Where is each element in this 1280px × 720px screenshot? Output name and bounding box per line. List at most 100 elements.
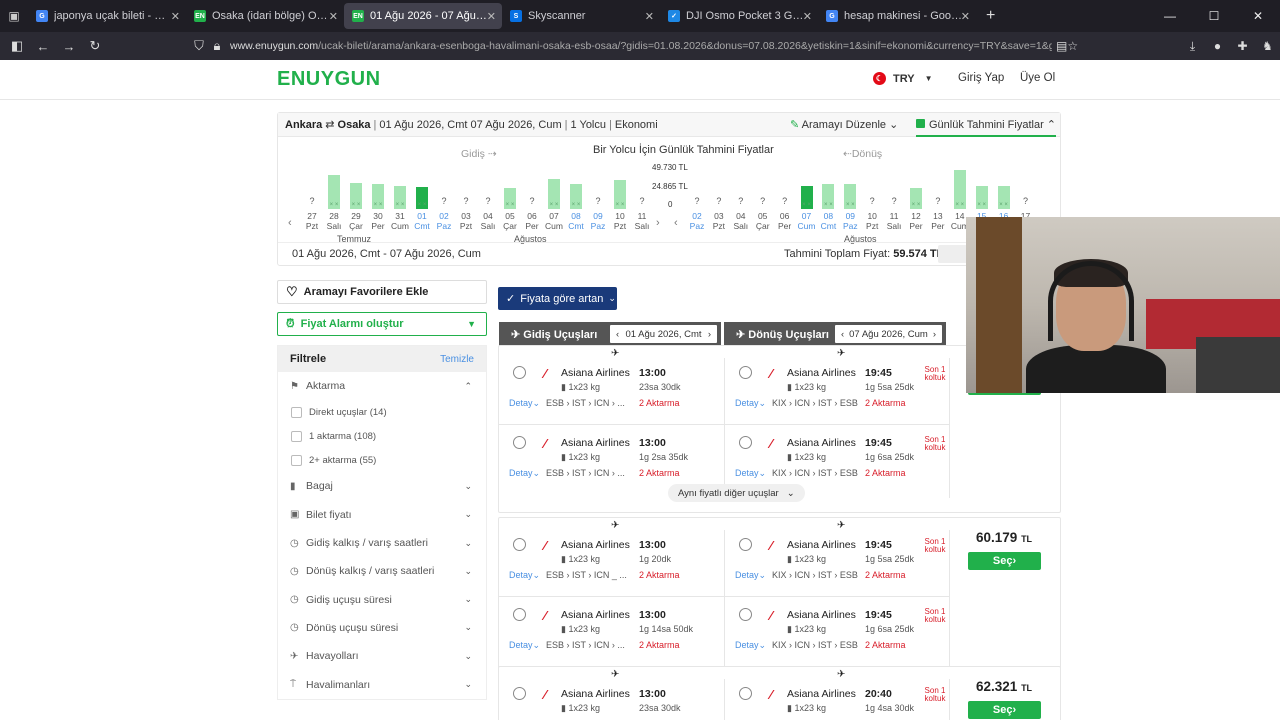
add-favorite-button[interactable]: ♡ Aramayı Favorilere Ekle: [277, 280, 487, 304]
download-icon[interactable]: ⤓: [1189, 38, 1196, 53]
chart-day-label[interactable]: 04 Salı: [478, 211, 498, 231]
close-tab-icon[interactable]: ✕: [802, 10, 812, 23]
return-flight-option[interactable]: ⁄ Asiana Airlines 19:45 ▮ 1x23 kg 1g 6sa 25d…: [725, 596, 950, 666]
details-link[interactable]: Detay⌄: [735, 570, 766, 581]
flight-radio[interactable]: [513, 687, 526, 700]
sort-dropdown[interactable]: ✓ Fiyata göre artan ⌄: [498, 287, 617, 310]
stop-option[interactable]: 1 aktarma (108): [278, 424, 486, 449]
chart-day-label[interactable]: 11 Salı: [884, 211, 904, 231]
filter-item[interactable]: ✈ Havayolları ⌄: [278, 642, 486, 671]
price-bar[interactable]: × ×: [614, 179, 626, 209]
chart-day-label[interactable]: 03 Pzt: [456, 211, 476, 231]
currency-selector[interactable]: ☾ TRY ▼: [873, 72, 933, 85]
signup-link[interactable]: Üye Ol: [1020, 72, 1056, 84]
date-prev-icon[interactable]: ‹: [616, 328, 620, 340]
price-bar[interactable]: × ×: [416, 187, 428, 209]
chart-day-label[interactable]: 06 Per: [775, 211, 795, 231]
select-button[interactable]: Seç ›: [968, 701, 1041, 719]
login-link[interactable]: Giriş Yap: [958, 72, 1005, 84]
browser-tab[interactable]: ✓ DJI Osmo Pocket 3 Gimbal Fiyatı✕: [660, 0, 818, 32]
reset-filters-link[interactable]: Temizle: [440, 353, 474, 365]
price-bar[interactable]: × ×: [997, 185, 1010, 209]
daily-prices-toggle[interactable]: Günlük Tahmini Fiyatlar ⌃: [916, 113, 1057, 137]
browser-tab[interactable]: S Skyscanner ✕: [502, 0, 660, 32]
chart-day-label[interactable]: 06 Per: [522, 211, 542, 231]
price-bar[interactable]: × ×: [975, 185, 988, 209]
price-alarm-button[interactable]: ⏰︎ Fiyat Alarmı oluştur ▼: [277, 312, 487, 336]
enuygun-logo[interactable]: ENUYGUN: [277, 68, 381, 90]
stop-option[interactable]: 2+ aktarma (55): [278, 448, 486, 473]
chart-day-label[interactable]: 07 Cum: [544, 211, 564, 231]
price-bar[interactable]: × ×: [800, 185, 813, 209]
close-tab-icon[interactable]: ✕: [328, 10, 338, 23]
chart-day-label[interactable]: 01 Cmt: [412, 211, 432, 231]
chart-day-label[interactable]: 31 Cum: [390, 211, 410, 231]
chart-day-label[interactable]: 07 Cum: [797, 211, 817, 231]
price-bar[interactable]: × ×: [844, 183, 857, 209]
filter-item[interactable]: ◷ Dönüş uçuşu süresi ⌄: [278, 613, 486, 643]
close-tab-icon[interactable]: ✕: [170, 10, 180, 23]
filter-item[interactable]: ▣ Bilet fiyatı ⌄: [278, 500, 486, 529]
filter-item[interactable]: ⍑ Havalimanları ⌄: [278, 670, 486, 699]
flight-radio[interactable]: [739, 687, 752, 700]
return-prev-icon[interactable]: ‹: [674, 217, 678, 229]
browser-tab[interactable]: EN 01 Ağu 2026 - 07 Ağu 2026 An✕: [344, 3, 502, 29]
chart-day-label[interactable]: 09 Paz: [588, 211, 608, 231]
sidebar-toggle-icon[interactable]: ◧: [10, 38, 24, 53]
minimize-icon[interactable]: —: [1164, 9, 1176, 23]
details-link[interactable]: Detay⌄: [735, 398, 766, 409]
close-tab-icon[interactable]: ✕: [486, 10, 496, 23]
close-tab-icon[interactable]: ✕: [644, 10, 654, 23]
details-link[interactable]: Detay⌄: [509, 398, 540, 409]
checkbox[interactable]: [291, 430, 302, 442]
chart-day-label[interactable]: 03 Pzt: [709, 211, 729, 231]
flight-radio[interactable]: [513, 366, 526, 379]
chart-day-label[interactable]: 28 Salı: [324, 211, 344, 231]
chart-day-label[interactable]: 08 Cmt: [566, 211, 586, 231]
details-link[interactable]: Detay⌄: [509, 640, 540, 651]
return-date-picker[interactable]: ‹ 07 Ağu 2026, Cum ›: [835, 325, 942, 343]
flight-radio[interactable]: [739, 538, 752, 551]
price-bar[interactable]: × ×: [953, 170, 966, 209]
chart-day-label[interactable]: 10 Pzt: [862, 211, 882, 231]
date-next-icon[interactable]: ›: [707, 328, 711, 340]
price-bar[interactable]: × ×: [350, 182, 362, 209]
url-field[interactable]: www.enuygun.com/ucak-bileti/arama/ankara…: [230, 35, 1052, 57]
chart-day-label[interactable]: 09 Paz: [840, 211, 860, 231]
details-link[interactable]: Detay⌄: [735, 640, 766, 651]
back-icon[interactable]: ←: [36, 38, 50, 54]
reader-view-icon[interactable]: ▤: [1056, 39, 1068, 53]
shield-icon[interactable]: ⛉: [194, 38, 204, 53]
price-bar[interactable]: × ×: [822, 183, 835, 209]
price-bar[interactable]: × ×: [394, 185, 406, 209]
flight-radio[interactable]: [739, 366, 752, 379]
browser-tab[interactable]: EN Osaka (idari bölge) Otelleri İçin✕: [186, 0, 344, 32]
same-price-flights-toggle[interactable]: Aynı fiyatlı diğer uçuşlar ⌄: [668, 484, 805, 502]
chart-day-label[interactable]: 02 Paz: [687, 211, 707, 231]
chart-day-label[interactable]: 13 Per: [928, 211, 948, 231]
chart-day-label[interactable]: 05 Çar: [753, 211, 773, 231]
filter-stops[interactable]: ⚑ Aktarma ⌃: [278, 372, 486, 401]
filter-item[interactable]: ◷ Gidiş uçuşu süresi ⌄: [278, 585, 486, 614]
chart-day-label[interactable]: 14 Cum: [950, 211, 970, 231]
return-flight-option[interactable]: ⁄ Asiana Airlines 19:45 ▮ 1x23 kg 1g 6sa 25d…: [725, 424, 950, 494]
extensions-icon[interactable]: ✚: [1237, 39, 1248, 53]
return-flight-option[interactable]: ⁄ Asiana Airlines 19:45 ▮ 1x23 kg 1g 5sa 25d…: [725, 354, 950, 424]
flight-radio[interactable]: [513, 608, 526, 621]
price-bar[interactable]: × ×: [504, 188, 516, 209]
outbound-flight-option[interactable]: ⁄ Asiana Airlines 13:00 ▮ 1x23 kg 1g 14sa 50…: [499, 596, 724, 666]
chart-day-label[interactable]: 27 Pzt: [302, 211, 322, 231]
filter-item[interactable]: ▮ Bagaj ⌄: [278, 472, 486, 501]
chart-day-label[interactable]: 04 Salı: [731, 211, 751, 231]
select-button[interactable]: Seç ›: [968, 552, 1041, 570]
outbound-flight-option[interactable]: ⁄ Asiana Airlines 13:00 ▮ 1x23 kg 1g 2sa 35d…: [499, 424, 724, 494]
price-bar[interactable]: × ×: [910, 188, 922, 209]
flight-radio[interactable]: [513, 538, 526, 551]
close-tab-icon[interactable]: ✕: [960, 10, 970, 23]
flight-radio[interactable]: [513, 436, 526, 449]
return-flight-option[interactable]: ⁄ Asiana Airlines 19:45 ▮ 1x23 kg 1g 5sa 25d…: [725, 526, 950, 596]
